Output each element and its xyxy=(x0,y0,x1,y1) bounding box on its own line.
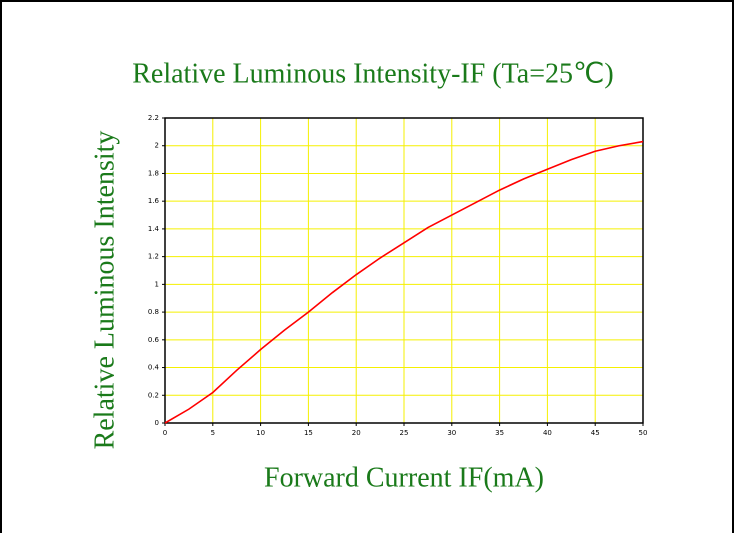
x-axis-label: Forward Current IF(mA) xyxy=(264,462,544,493)
y-tick-label: 0.2 xyxy=(148,391,159,399)
chart-title: Relative Luminous Intensity-IF (Ta=25℃) xyxy=(132,58,614,89)
x-tick-label: 25 xyxy=(400,429,409,437)
x-tick-label: 30 xyxy=(447,429,456,437)
y-tick-label: 2 xyxy=(155,142,159,150)
y-tick-label: 0.4 xyxy=(148,364,160,372)
y-tick-label: 1.4 xyxy=(148,225,160,233)
x-tick-label: 10 xyxy=(256,429,265,437)
x-tick-label: 20 xyxy=(352,429,361,437)
y-axis-label: Relative Luminous Intensity xyxy=(89,131,120,450)
y-tick-label: 0 xyxy=(155,419,159,427)
y-tick-label: 1 xyxy=(155,280,159,288)
y-tick-label: 0.8 xyxy=(148,308,159,316)
x-tick-label: 0 xyxy=(163,429,167,437)
x-tick-label: 50 xyxy=(639,429,648,437)
plot-border xyxy=(164,117,644,424)
y-tick-label: 2.2 xyxy=(148,114,159,122)
x-tick-label: 15 xyxy=(304,429,313,437)
y-tick-label: 0.6 xyxy=(148,336,160,344)
x-tick-label: 40 xyxy=(543,429,552,437)
x-tick-label: 45 xyxy=(591,429,600,437)
x-tick-label: 35 xyxy=(495,429,504,437)
data-line xyxy=(164,140,644,424)
x-tick-label: 5 xyxy=(211,429,215,437)
y-tick-label: 1.6 xyxy=(148,197,160,205)
y-tick-label: 1.2 xyxy=(148,253,159,261)
y-tick-label: 1.8 xyxy=(148,169,159,177)
